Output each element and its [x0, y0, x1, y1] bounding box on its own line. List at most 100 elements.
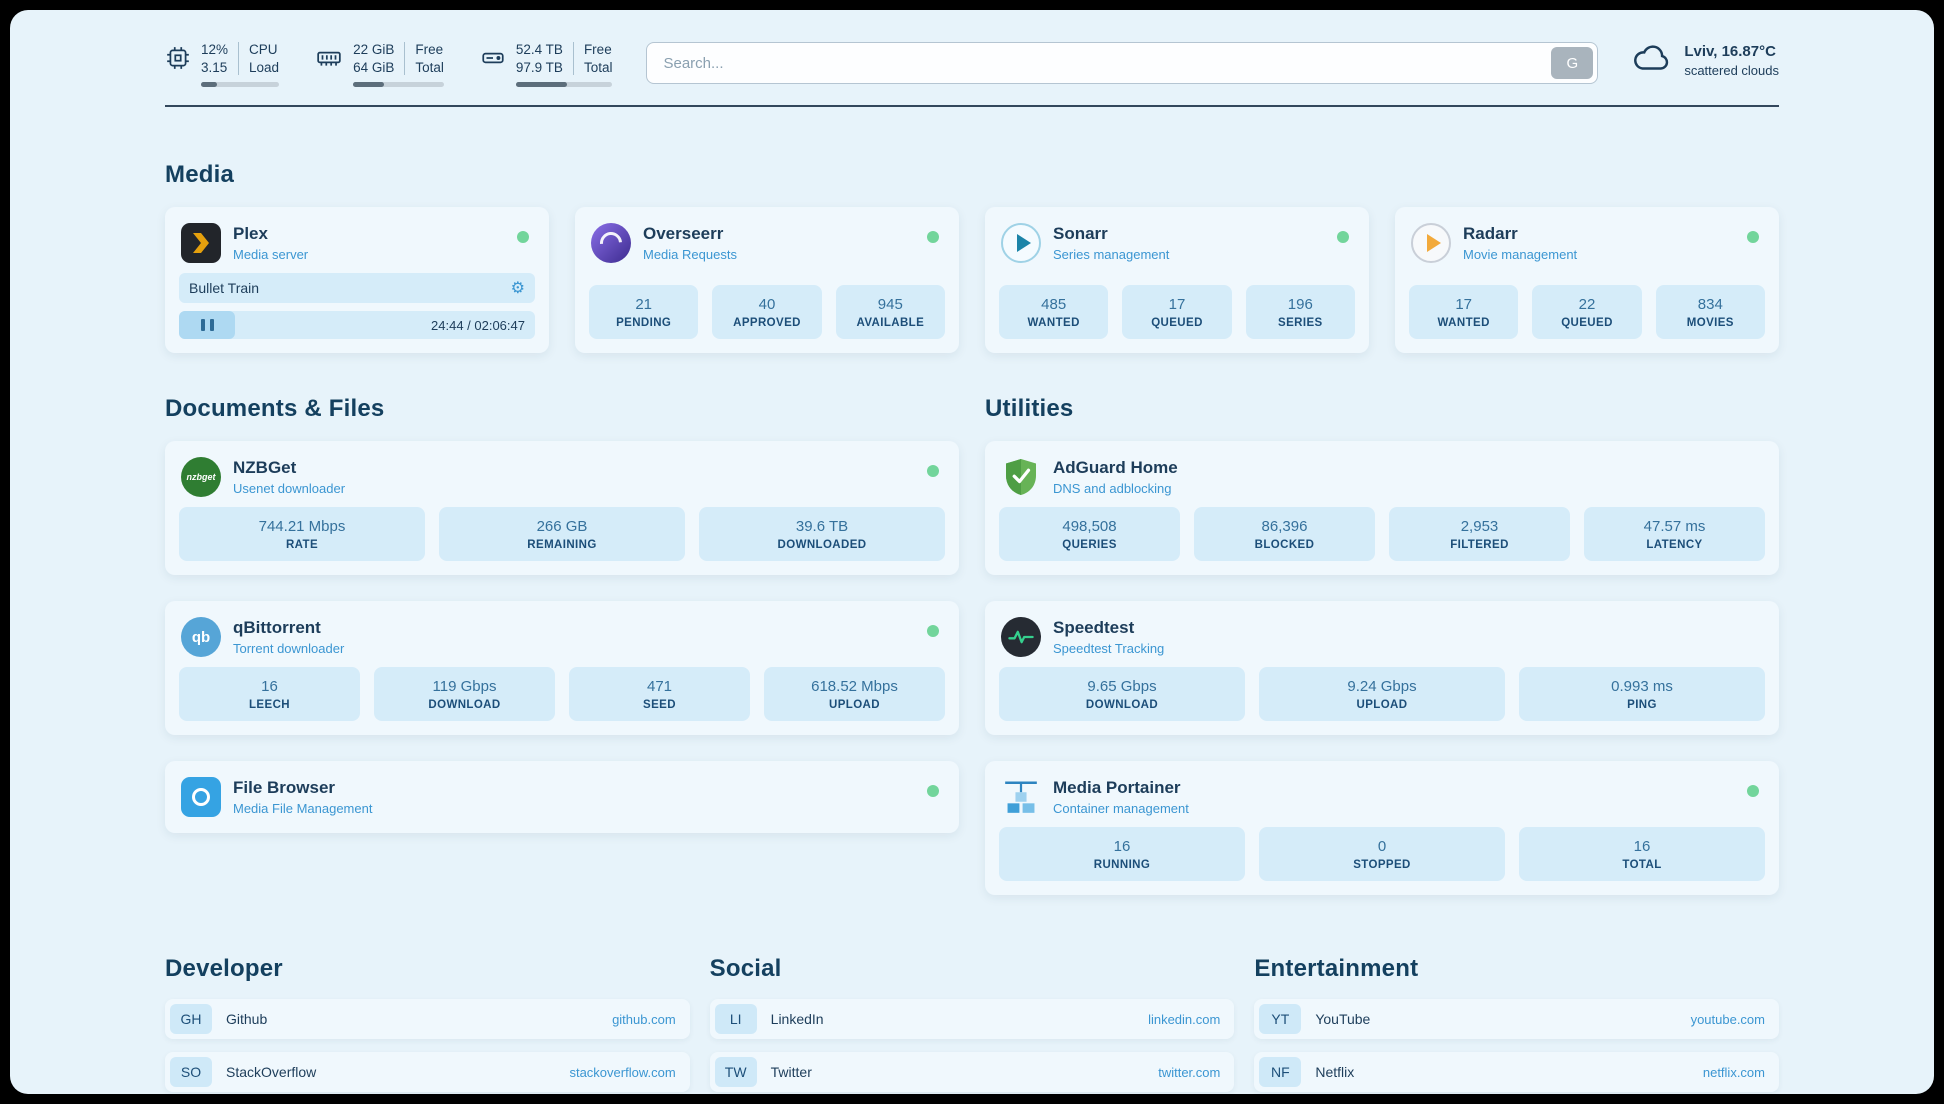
stat-queued: 22 QUEUED — [1532, 285, 1642, 339]
stat-seed: 471 SEED — [569, 667, 750, 721]
stat-value: 498,508 — [1062, 517, 1117, 535]
dashboard-page: 12% 3.15 CPU Load — [10, 10, 1934, 1094]
stat-label: BLOCKED — [1254, 538, 1315, 551]
stat-label: STOPPED — [1353, 858, 1411, 871]
stat-value: 40 — [758, 295, 776, 313]
card-sonarr[interactable]: Sonarr Series management 485 WANTED 17 Q… — [985, 207, 1369, 353]
card-nzbget[interactable]: nzbget NZBGet Usenet downloader 744.21 M… — [165, 441, 959, 575]
card-adguard[interactable]: AdGuard Home DNS and adblocking 498,508 … — [985, 441, 1779, 575]
card-filebrowser[interactable]: File Browser Media File Management — [165, 761, 959, 833]
stat-value: 834 — [1697, 295, 1723, 313]
bookmark-url[interactable]: stackoverflow.com — [569, 1064, 676, 1080]
ram-widget: 22 GiB 64 GiB Free Total — [315, 42, 444, 87]
card-radarr[interactable]: Radarr Movie management 17 WANTED 22 QUE… — [1395, 207, 1779, 353]
bookmarks-entertainment: Entertainment YT YouTube youtube.com NF … — [1254, 955, 1779, 1094]
section-title-developer: Developer — [165, 955, 283, 982]
stat-value: 16 — [1633, 837, 1651, 855]
qbittorrent-icon: qb — [181, 617, 221, 657]
bookmark-url[interactable]: youtube.com — [1690, 1011, 1765, 1027]
search-bar: G — [646, 42, 1599, 84]
status-online-dot — [517, 231, 529, 243]
bookmark-url[interactable]: twitter.com — [1158, 1064, 1221, 1080]
stat-value: 945 — [877, 295, 903, 313]
bookmark-github[interactable]: GH Github github.com — [165, 999, 690, 1039]
bookmark-abbr: LI — [714, 1004, 757, 1034]
stat-series: 196 SERIES — [1245, 285, 1355, 339]
bookmark-youtube[interactable]: YT YouTube youtube.com — [1254, 999, 1779, 1039]
stat-label: QUEUED — [1561, 316, 1613, 329]
ram-labels: Free Total — [415, 42, 444, 75]
stat-value: 119 Gbps — [432, 677, 497, 695]
stat-label: DOWNLOAD — [428, 698, 501, 711]
bookmark-netflix[interactable]: NF Netflix netflix.com — [1254, 1052, 1779, 1092]
header-divider — [165, 105, 1779, 107]
bookmark-twitter[interactable]: TW Twitter twitter.com — [709, 1052, 1235, 1092]
stat-label: AVAILABLE — [856, 316, 925, 329]
bookmarks-developer: Developer GH Github github.com SO StackO… — [165, 955, 690, 1094]
media-card-grid: Plex Media server Bullet Train ⚙ 24:44 /… — [165, 207, 1779, 353]
stat-value: 9.24 Gbps — [1347, 677, 1417, 695]
bookmark-url[interactable]: github.com — [612, 1011, 676, 1027]
ram-progress-track — [353, 82, 444, 87]
cpu-values: 12% 3.15 — [201, 42, 228, 75]
stat-blocked: 86,396 BLOCKED — [1194, 507, 1375, 561]
pause-button[interactable] — [179, 311, 235, 339]
ram-free-label: Free — [415, 42, 444, 57]
card-title: Sonarr — [1053, 224, 1108, 243]
card-title: Plex — [233, 224, 268, 243]
stat-value: 22 — [1578, 295, 1596, 313]
section-title-media: Media — [165, 161, 235, 188]
nzbget-icon: nzbget — [181, 457, 221, 497]
stat-value: 485 — [1041, 295, 1067, 313]
stat-queued: 17 QUEUED — [1122, 285, 1232, 339]
card-speedtest[interactable]: Speedtest Speedtest Tracking 9.65 Gbps D… — [985, 601, 1779, 735]
stat-value: 16 — [261, 677, 278, 695]
search-provider-button[interactable]: G — [1551, 47, 1594, 79]
divider — [572, 42, 574, 75]
stat-label: SERIES — [1278, 316, 1323, 329]
stat-value: 2,953 — [1460, 517, 1499, 535]
top-bar: 12% 3.15 CPU Load — [165, 42, 1779, 87]
weather-condition: scattered clouds — [1684, 63, 1779, 78]
bookmarks-social: Social LI LinkedIn linkedin.com TW Twitt… — [709, 955, 1235, 1094]
bookmark-linkedin[interactable]: LI LinkedIn linkedin.com — [709, 999, 1235, 1039]
gear-icon[interactable]: ⚙ — [510, 280, 525, 297]
stat-remaining: 266 GB REMAINING — [439, 507, 685, 561]
stat-label: DOWNLOADED — [777, 538, 867, 551]
stat-value: 86,396 — [1261, 517, 1308, 535]
plex-icon — [181, 223, 221, 263]
card-plex[interactable]: Plex Media server Bullet Train ⚙ 24:44 /… — [165, 207, 549, 353]
bookmark-name: Twitter — [770, 1064, 812, 1080]
stat-label: REMAINING — [527, 538, 597, 551]
stat-label: WANTED — [1027, 316, 1080, 329]
ram-total: 64 GiB — [353, 60, 395, 75]
portainer-icon — [1001, 777, 1041, 817]
search-input[interactable] — [646, 42, 1599, 84]
card-title: File Browser — [233, 778, 336, 797]
card-qbittorrent[interactable]: qb qBittorrent Torrent downloader 16 LEE… — [165, 601, 959, 735]
stat-download: 9.65 Gbps DOWNLOAD — [999, 667, 1245, 721]
stat-total: 16 TOTAL — [1519, 827, 1765, 881]
stat-label: LEECH — [249, 698, 290, 711]
bookmark-abbr: TW — [714, 1057, 757, 1087]
stat-wanted: 485 WANTED — [999, 285, 1109, 339]
card-subtitle: Usenet downloader — [233, 481, 346, 496]
stat-label: DOWNLOAD — [1085, 698, 1159, 711]
section-title-documents: Documents & Files — [165, 395, 385, 422]
disk-progress-fill — [515, 82, 568, 87]
card-subtitle: Media Requests — [643, 247, 737, 262]
cpu-progress-track — [201, 82, 280, 87]
bookmark-url[interactable]: linkedin.com — [1148, 1011, 1221, 1027]
stat-approved: 40 APPROVED — [712, 285, 822, 339]
playback-time: 24:44 / 02:06:47 — [431, 317, 525, 333]
card-overseerr[interactable]: Overseerr Media Requests 21 PENDING 40 A… — [575, 207, 959, 353]
stat-label: RATE — [285, 538, 319, 551]
bookmark-stackoverflow[interactable]: SO StackOverflow stackoverflow.com — [165, 1052, 690, 1092]
stat-label: LATENCY — [1646, 538, 1703, 551]
stat-value: 0 — [1377, 837, 1387, 855]
stat-ping: 0.993 ms PING — [1519, 667, 1765, 721]
card-portainer[interactable]: Media Portainer Container management 16 … — [985, 761, 1779, 895]
bookmark-url[interactable]: netflix.com — [1702, 1064, 1765, 1080]
ram-values: 22 GiB 64 GiB — [353, 42, 394, 75]
stat-value: 744.21 Mbps — [258, 517, 346, 535]
